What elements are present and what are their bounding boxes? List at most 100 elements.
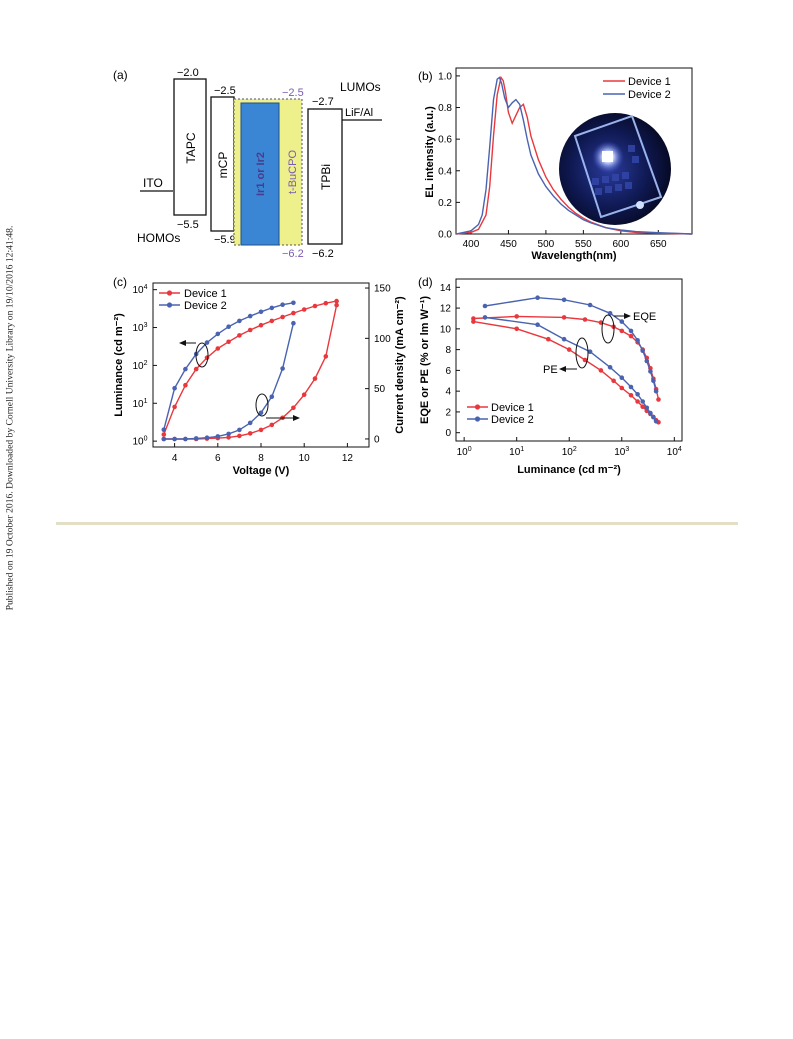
panel-d-xtick-label: 103 <box>614 446 629 458</box>
tbucpo-label: t-BuCPO <box>287 150 299 194</box>
legend-d-device1-label: Device 1 <box>491 402 534 414</box>
cathode-label: LiF/Al <box>345 107 373 119</box>
panel-d-series <box>471 295 661 425</box>
panel-c-luminance-point <box>172 385 177 391</box>
legend-d-device1-marker <box>474 404 481 410</box>
panel-d-point <box>546 336 551 342</box>
panel-c-luminance-point <box>172 404 177 410</box>
panel-c-ytick-right-label: 0 <box>374 434 380 445</box>
panel-c-current-point <box>269 422 275 428</box>
panel-d-ytick-label: 6 <box>445 366 451 377</box>
panel-c-luminance-point <box>280 314 285 320</box>
tapc-label: TAPC <box>184 132 198 163</box>
panel-c-series <box>161 298 339 442</box>
lit-pixel <box>602 151 613 162</box>
panel-c-ytick-left-label: 101 <box>132 398 147 410</box>
panel-d-xtick-label: 101 <box>509 446 524 458</box>
device-pixel-array <box>592 145 639 195</box>
panel-c-luminance-point <box>204 355 210 361</box>
panel-c-ytick-left-label: 100 <box>132 436 147 448</box>
panel-c-luminance-point <box>291 300 296 306</box>
panel-c-luminance-point <box>280 302 285 308</box>
tpbi-homo-value: −6.2 <box>312 248 334 260</box>
panel-b-series <box>455 75 693 235</box>
panel-b-ytick-label: 1.0 <box>438 71 452 82</box>
panel-c-current-point <box>312 376 318 381</box>
panel-d-point <box>514 314 519 319</box>
lumos-label: LUMOs <box>340 80 381 94</box>
panel-d-point <box>640 404 645 410</box>
panel-d-point <box>651 378 656 384</box>
tpbi-lumo-value: −2.7 <box>312 96 334 108</box>
tbucpo-homo-value: −6.2 <box>282 248 304 260</box>
panel-d-point <box>535 322 540 328</box>
panel-d-ytick-label: 8 <box>445 345 451 356</box>
panel-c-luminance-point <box>269 305 275 311</box>
panel-d-point <box>582 357 588 363</box>
panel-b-ytick-label: 0.0 <box>438 230 452 241</box>
panel-d-point <box>619 319 625 324</box>
panel-d-xtick-label: 100 <box>457 446 472 458</box>
panel-c-ytick-left-label: 102 <box>132 360 147 372</box>
panel-d-axes: 100 101 102 103 104 0 2 4 6 8 10 12 14 <box>440 283 682 458</box>
current-curve-marker-ellipse <box>255 393 269 417</box>
panel-d-ytick-label: 0 <box>445 428 451 439</box>
luminance-curve-marker-ellipse <box>195 342 209 368</box>
legend-c-device2-marker <box>166 302 173 308</box>
panel-c-ytick-right-label: 100 <box>374 334 391 345</box>
panel-c-current-point <box>280 366 285 371</box>
panel-d-point <box>651 414 656 420</box>
panel-c-luminance-point <box>183 366 188 372</box>
panel-d-point <box>640 399 645 404</box>
panel-c-luminance-point <box>334 298 339 304</box>
panel-c-luminance-point <box>247 327 253 333</box>
mcp-label: mCP <box>216 152 230 179</box>
panel-d-point <box>656 397 661 402</box>
ito-label: ITO <box>143 176 163 190</box>
panel-c-current-point <box>301 392 307 398</box>
panel-c-luminance-point <box>269 318 275 324</box>
emitter-layer <box>240 102 280 246</box>
panel-b-xtick-label: 550 <box>575 239 592 250</box>
tbucpo-lumo-value: −2.5 <box>282 87 304 99</box>
panel-d-point <box>561 336 567 342</box>
device-substrate-outline <box>573 114 663 219</box>
panel-c-current-point <box>237 433 242 439</box>
panel-c-luminance-point <box>312 303 318 309</box>
panel-d-point <box>640 348 645 354</box>
panel-c-ylabel-right: Current density (mA cm⁻²) <box>394 296 406 434</box>
panel-d-point <box>535 295 540 301</box>
panel-d-legend: Device 1 Device 2 <box>467 402 534 426</box>
panel-d-point <box>644 358 650 364</box>
panel-c-luminance-point <box>161 427 167 433</box>
panel-c-luminance-point <box>237 333 242 338</box>
pe-marker-ellipse <box>575 337 589 369</box>
legend-c-device1-marker <box>166 290 173 296</box>
tapc-homo-value: −5.5 <box>177 219 199 231</box>
panel-d-point <box>653 419 659 424</box>
panel-b-ytick-label: 0.2 <box>438 198 452 209</box>
mcp-homo-value: −5.9 <box>214 234 236 246</box>
panel-d-ytick-label: 14 <box>440 283 452 294</box>
panel-b-xtick-label: 600 <box>612 239 629 250</box>
panel-b-ytick-label: 0.8 <box>438 103 452 114</box>
panel-c-legend: Device 1 Device 2 <box>159 288 227 312</box>
panel-c-current-point <box>172 436 177 442</box>
panel-c-lvj: (c) 4 6 8 10 12 100 101 102 103 104 0 50 100 150 Devi… <box>113 275 406 477</box>
panel-c-luminance-point <box>215 331 221 337</box>
homos-label: HOMOs <box>137 231 180 245</box>
legend-c-device2-label: Device 2 <box>184 300 227 312</box>
panel-c-luminance-point <box>258 309 264 315</box>
panel-c-luminance-point <box>237 318 242 324</box>
panel-d-ylabel: EQE or PE (% or lm W⁻¹) <box>419 296 431 424</box>
panel-c-current-point <box>237 427 242 433</box>
panel-b-ylabel: EL intensity (a.u.) <box>424 106 436 198</box>
panel-d-point <box>619 328 625 334</box>
panel-d-point <box>611 378 616 384</box>
panel-c-current-point <box>269 394 275 400</box>
panel-d-label: (d) <box>418 275 433 289</box>
legend-b-device1-label: Device 1 <box>628 76 671 88</box>
panel-d-efficiency: (d) 100 101 102 103 104 0 2 4 6 8 10 12 14 Device 1 … <box>418 275 683 476</box>
panel-c-current-point <box>204 435 210 441</box>
tpbi-layer <box>307 108 343 245</box>
